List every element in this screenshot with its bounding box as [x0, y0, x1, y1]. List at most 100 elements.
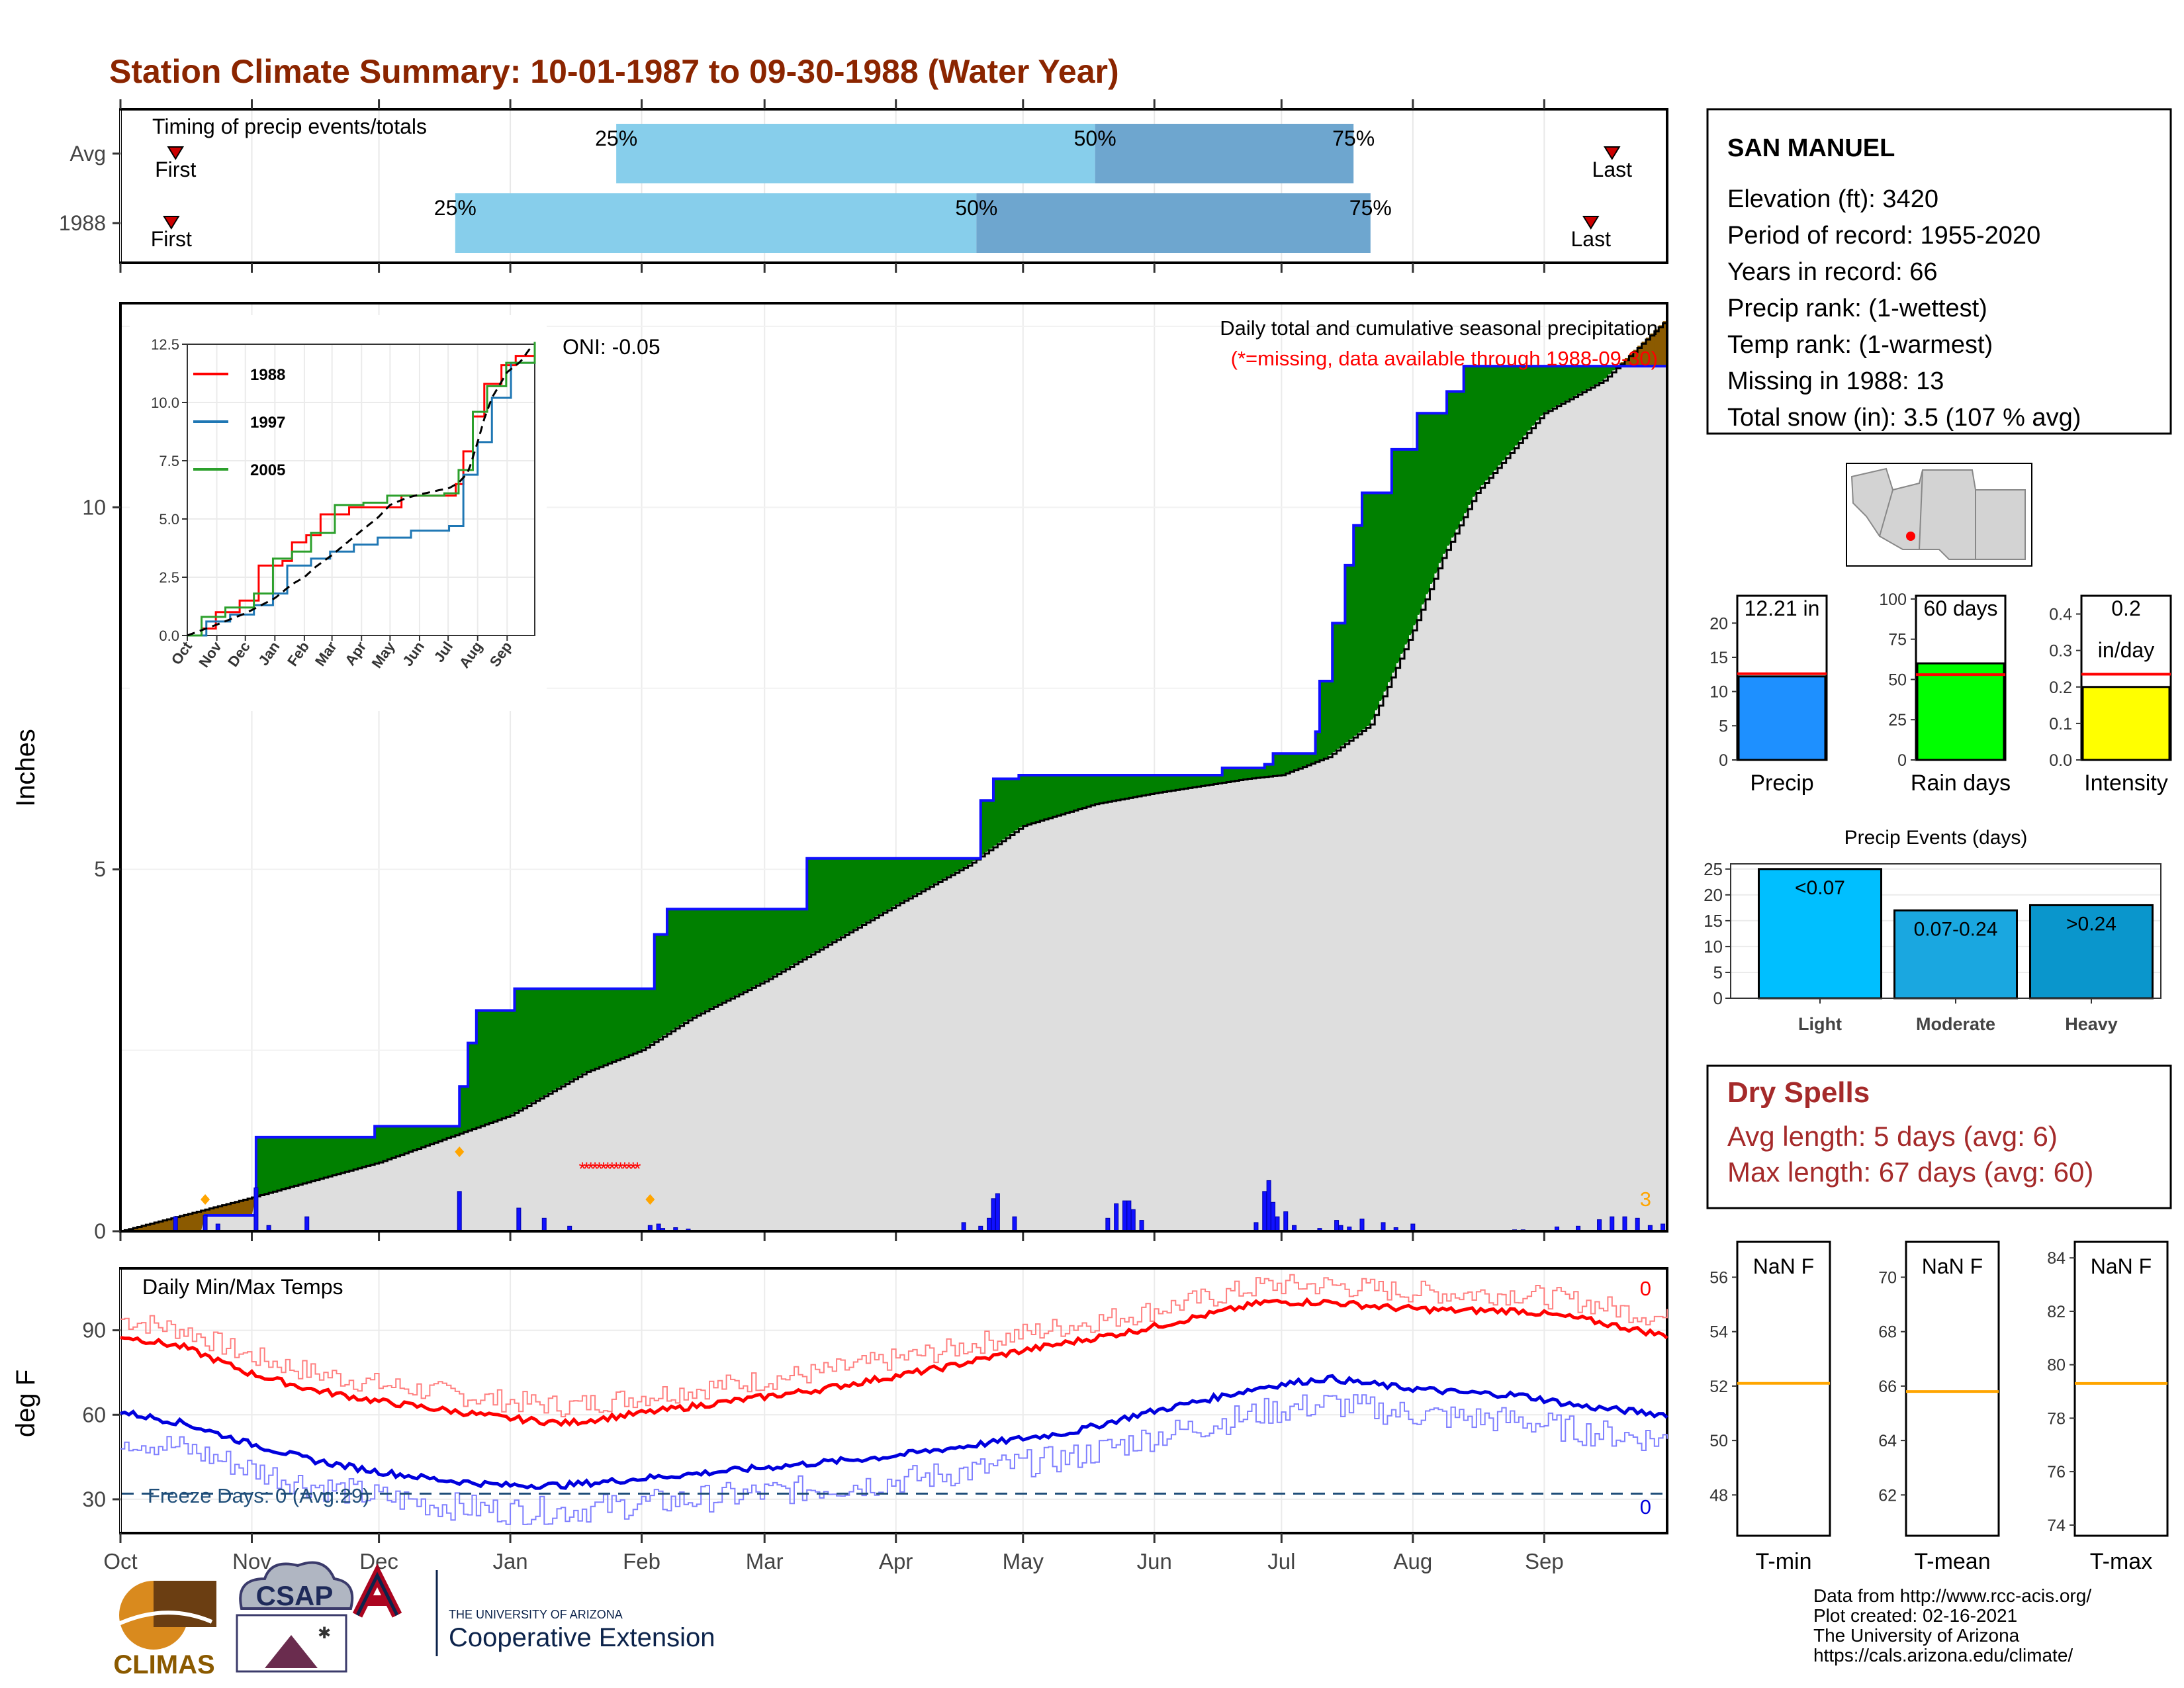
- temp-box-ytick-label: 56: [1709, 1268, 1728, 1287]
- surplus-fill: [336, 1137, 341, 1174]
- surplus-fill: [595, 988, 600, 1068]
- surplus-fill: [675, 909, 680, 1027]
- surplus-fill: [1527, 366, 1532, 431]
- surplus-fill: [1290, 753, 1295, 771]
- surplus-fill: [285, 1137, 291, 1188]
- surplus-fill: [1099, 775, 1105, 804]
- surplus-fill: [502, 1010, 507, 1118]
- surplus-fill: [629, 988, 634, 1055]
- surplus-fill: [302, 1137, 308, 1183]
- daily-precip-bar: [1139, 1220, 1144, 1232]
- events-title: Precip Events (days): [1844, 827, 2028, 849]
- ua-a-outline: [355, 1571, 399, 1617]
- surplus-fill: [666, 909, 672, 1033]
- surplus-fill: [828, 858, 833, 944]
- temp-box-ytick-label: 64: [1878, 1432, 1897, 1450]
- surplus-fill: [1294, 753, 1299, 770]
- surplus-fill: [1107, 775, 1113, 802]
- daily-precip-bar: [1283, 1211, 1289, 1232]
- surplus-fill: [1188, 775, 1193, 788]
- surplus-fill: [294, 1137, 299, 1186]
- timing-q50-label: 50%: [1074, 126, 1116, 150]
- temp-box-label: T-mean: [1914, 1549, 1990, 1574]
- surplus-fill: [1426, 413, 1431, 594]
- daily-precip-bar: [991, 1198, 996, 1232]
- surplus-fill: [807, 858, 812, 956]
- temp-panel: 30 60 90 Daily Min/Max Temps Freeze Days: …: [11, 1267, 1668, 1573]
- temp-box-ytick-label: 78: [2047, 1409, 2066, 1428]
- surplus-fill: [819, 858, 825, 949]
- station-missing: Missing in 1988: 13: [1727, 367, 1944, 395]
- inset-ytick-label: 10.0: [151, 395, 179, 411]
- deficit-fill: [1633, 350, 1638, 367]
- inset-ytick-label: 5.0: [159, 511, 179, 528]
- surplus-fill: [433, 1126, 439, 1143]
- surplus-fill: [925, 858, 931, 888]
- surplus-fill: [1078, 775, 1083, 809]
- surplus-fill: [815, 858, 821, 951]
- events-category-label: Heavy: [2065, 1014, 2118, 1034]
- ua-logo: THE UNIVERSITY OF ARIZONA Cooperative Ex…: [352, 1564, 715, 1656]
- inset-line-2005: [187, 342, 536, 637]
- surplus-fill: [1336, 623, 1342, 749]
- inset-frame: [187, 344, 535, 636]
- observed-cumulative-line: [120, 365, 1667, 1233]
- surplus-fill: [1273, 753, 1278, 776]
- summary-bar-ytick-label: 50: [1888, 671, 1907, 689]
- surplus-fill: [506, 1010, 511, 1117]
- timing-title: Timing of precip events/totals: [152, 115, 427, 138]
- summary-bar-ytick-label: 15: [1709, 649, 1728, 667]
- deficit-fill: [167, 1219, 172, 1231]
- surplus-fill: [1553, 366, 1558, 408]
- month-label: Mar: [746, 1549, 784, 1573]
- deficit-fill: [218, 1205, 223, 1215]
- inset-legend-label: 1988: [250, 366, 285, 384]
- deficit-fill: [150, 1223, 155, 1231]
- temp-box-ytick-label: 50: [1709, 1432, 1728, 1450]
- surplus-fill: [764, 909, 770, 980]
- climas-wordmark: CLIMAS: [113, 1650, 214, 1679]
- surplus-fill: [1345, 565, 1350, 743]
- missing-data-marker: *: [613, 1158, 620, 1179]
- credit-institution: The University of Arizona: [1813, 1625, 2020, 1646]
- surplus-fill: [921, 858, 927, 890]
- missing-data-marker: *: [604, 1158, 612, 1179]
- snow-marker: [201, 1194, 210, 1205]
- station-info-box: SAN MANUEL Elevation (ft): 3420 Period o…: [1706, 108, 2172, 435]
- surplus-fill: [1197, 775, 1202, 786]
- surplus-fill: [1285, 753, 1291, 773]
- surplus-fill: [913, 858, 918, 895]
- surplus-fill: [1357, 525, 1363, 733]
- surplus-fill: [531, 988, 537, 1102]
- surplus-fill: [1218, 775, 1223, 783]
- surplus-fill: [1222, 768, 1227, 782]
- surplus-fill: [1603, 366, 1608, 379]
- snow-marker: [645, 1194, 655, 1205]
- surplus-fill: [472, 1043, 477, 1129]
- surplus-fill: [1298, 753, 1303, 768]
- surplus-fill: [811, 858, 816, 954]
- daily-precip-bar: [1610, 1216, 1615, 1232]
- month-label: Nov: [232, 1549, 271, 1573]
- summary-bar-value-label: 0.2: [2111, 596, 2140, 620]
- first-event-marker: [167, 146, 185, 160]
- station-location-marker: [1906, 532, 1915, 541]
- surplus-fill: [523, 988, 528, 1107]
- surplus-fill: [1128, 775, 1134, 798]
- surplus-fill: [1150, 775, 1155, 794]
- surplus-fill: [1497, 366, 1502, 466]
- surplus-fill: [1251, 768, 1257, 778]
- events-ytick-label: 15: [1704, 911, 1723, 931]
- surplus-fill: [1069, 775, 1075, 812]
- surplus-fill: [1569, 366, 1574, 399]
- surplus-fill: [735, 909, 740, 996]
- surplus-fill: [1459, 391, 1465, 522]
- deficit-fill: [158, 1221, 163, 1231]
- surplus-fill: [1091, 775, 1096, 805]
- daily-precip-bar: [995, 1193, 1000, 1232]
- deficit-fill: [175, 1216, 181, 1231]
- temp-box-ytick-label: 84: [2047, 1249, 2066, 1268]
- deficit-fill: [1624, 357, 1629, 367]
- temp-box-frame: [2073, 1241, 2169, 1537]
- first-event-marker: [163, 216, 180, 230]
